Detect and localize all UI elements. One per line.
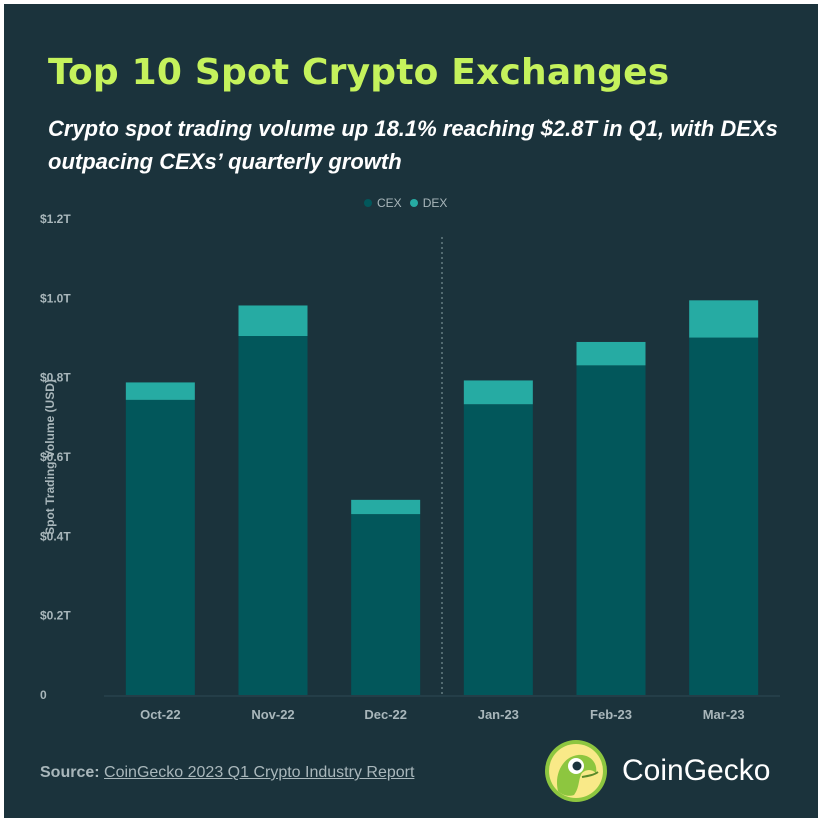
y-tick-label: 0 xyxy=(40,688,47,702)
bar-dex-feb-23[interactable] xyxy=(576,341,646,366)
chart-card: Top 10 Spot Crypto Exchanges Crypto spot… xyxy=(4,4,818,818)
brand-name: CoinGecko xyxy=(622,754,771,787)
y-tick-label: $1.2T xyxy=(40,212,71,226)
x-tick-label: Jan-23 xyxy=(478,707,519,722)
bar-cex-jan-23[interactable] xyxy=(463,404,533,695)
x-tick-label: Nov-22 xyxy=(251,707,294,722)
bar-cex-dec-22[interactable] xyxy=(351,514,421,695)
gecko-logo-icon xyxy=(545,740,607,802)
source-label: Source: xyxy=(40,764,100,781)
x-tick-label: Mar-23 xyxy=(703,707,745,722)
y-tick-label: $0.6T xyxy=(40,450,71,464)
legend-swatch-cex xyxy=(364,199,372,207)
y-tick-label: $0.8T xyxy=(40,371,71,385)
bar-dex-nov-22[interactable] xyxy=(238,305,308,337)
bar-cex-feb-23[interactable] xyxy=(576,365,646,695)
legend-label-cex: CEX xyxy=(377,196,402,210)
bar-cex-mar-23[interactable] xyxy=(689,337,759,695)
chart-legend: CEX DEX xyxy=(364,196,447,210)
y-tick-label: $0.4T xyxy=(40,529,71,543)
x-tick-label: Dec-22 xyxy=(364,707,407,722)
bar-cex-nov-22[interactable] xyxy=(238,336,308,695)
bar-dex-jan-23[interactable] xyxy=(463,380,533,405)
legend-swatch-dex xyxy=(409,199,418,207)
chart-subtitle: Crypto spot trading volume up 18.1% reac… xyxy=(48,116,778,174)
x-tick-label: Oct-22 xyxy=(140,707,180,722)
source-note: Source: CoinGecko 2023 Q1 Crypto Industr… xyxy=(40,764,414,782)
bar-cex-oct-22[interactable] xyxy=(125,399,195,695)
legend-item-dex[interactable]: DEX xyxy=(409,196,448,210)
y-tick-label: $0.2T xyxy=(40,609,71,623)
brand: CoinGecko xyxy=(544,739,770,803)
bar-dex-dec-22[interactable] xyxy=(351,499,421,515)
x-tick-label: Feb-23 xyxy=(590,707,632,722)
bar-dex-mar-23[interactable] xyxy=(689,300,759,338)
y-tick-label: $1.0T xyxy=(40,291,71,305)
legend-item-cex[interactable]: CEX xyxy=(364,196,402,210)
chart-title: Top 10 Spot Crypto Exchanges xyxy=(48,52,670,93)
bar-dex-oct-22[interactable] xyxy=(125,382,195,400)
y-axis-title: Spot Trading Volume (USD) xyxy=(43,379,57,535)
bar-chart: 0 $0.2T $0.4T $0.6T $0.8T $1.0T $1.2T Spot Trad… xyxy=(40,212,780,722)
legend-label-dex: DEX xyxy=(422,196,448,210)
source-link[interactable]: CoinGecko 2023 Q1 Crypto Industry Report xyxy=(104,764,415,781)
